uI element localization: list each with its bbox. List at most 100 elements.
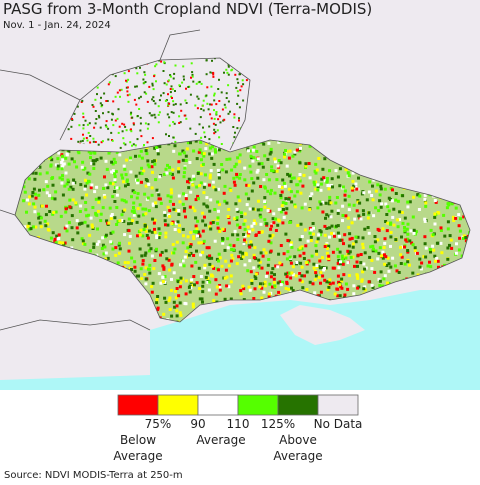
pixel [373, 270, 377, 274]
pixel [200, 108, 203, 110]
pixel [234, 162, 238, 166]
pixel [172, 136, 175, 139]
pixel [129, 221, 133, 225]
pixel [150, 165, 154, 169]
pixel [316, 183, 320, 187]
pixel [298, 254, 302, 258]
pixel [259, 208, 263, 212]
pixel [289, 276, 293, 280]
pixel [183, 255, 187, 259]
pixel [61, 158, 65, 162]
pixel [249, 170, 253, 174]
pixel [33, 205, 37, 209]
pixel [114, 170, 118, 174]
pixel [268, 234, 272, 238]
pixel [377, 277, 381, 281]
pixel [102, 187, 106, 190]
pixel [96, 93, 98, 96]
pixel [174, 296, 178, 300]
pixel [120, 219, 124, 222]
pixel [150, 290, 154, 294]
pixel [95, 158, 99, 162]
pixel [298, 271, 302, 275]
pixel [144, 184, 148, 188]
pixel [319, 281, 322, 285]
pixel [188, 245, 192, 249]
pixel [81, 99, 84, 102]
pixel [235, 218, 239, 221]
pixel [80, 237, 84, 241]
pixel [308, 280, 312, 284]
pixel [351, 255, 355, 259]
pixel [196, 172, 200, 175]
pixel [150, 254, 154, 258]
pixel [48, 194, 51, 198]
pixel [157, 272, 161, 276]
pixel [201, 104, 204, 107]
pixel [152, 221, 156, 225]
pixel [171, 88, 174, 91]
pixel [131, 144, 133, 147]
pixel [168, 172, 172, 176]
pixel [143, 71, 146, 74]
legend-tick-label: 75% [145, 417, 172, 431]
pixel [330, 177, 334, 181]
pixel [163, 213, 167, 217]
pixel [359, 261, 363, 265]
pixel [189, 141, 192, 145]
pixel [232, 248, 236, 252]
pixel [103, 92, 106, 95]
pixel [395, 269, 399, 273]
pixel [432, 248, 436, 252]
pixel [213, 94, 216, 97]
pixel [347, 274, 351, 277]
pixel [225, 157, 229, 161]
pixel [226, 246, 230, 250]
pixel [284, 211, 288, 215]
pixel [459, 217, 462, 221]
pixel [130, 130, 133, 133]
pixel [201, 290, 205, 294]
pixel [113, 190, 117, 193]
pixel [172, 121, 175, 123]
pixel [406, 200, 410, 204]
pixel [384, 220, 388, 223]
pixel [267, 258, 271, 261]
pixel [387, 262, 391, 266]
pixel [182, 75, 185, 78]
pixel [270, 169, 273, 172]
pixel [184, 154, 188, 158]
pixel [88, 249, 92, 253]
pixel [143, 253, 147, 257]
pixel [328, 235, 331, 239]
pixel [61, 154, 64, 158]
pixel [116, 117, 119, 120]
pixel [90, 223, 94, 227]
pixel [134, 154, 137, 158]
pixel [151, 170, 154, 174]
pixel [162, 312, 166, 316]
border-south [0, 319, 151, 331]
pixel [167, 299, 171, 303]
pixel [276, 223, 280, 227]
pixel [341, 185, 345, 189]
pixel [332, 266, 336, 270]
pixel [190, 76, 192, 79]
pixel [221, 227, 225, 231]
pixel [88, 172, 92, 176]
pixel [67, 162, 71, 166]
pixel [327, 280, 331, 284]
pixel [319, 182, 323, 186]
pixel [428, 260, 431, 264]
pixel [107, 111, 110, 114]
pixel [235, 207, 239, 211]
pixel [414, 230, 418, 234]
pixel [144, 251, 148, 255]
pixel [132, 143, 135, 146]
pixel [38, 165, 42, 169]
pixel [120, 213, 124, 217]
pixel [49, 164, 53, 168]
pixel [328, 199, 332, 203]
pixel [284, 287, 288, 290]
